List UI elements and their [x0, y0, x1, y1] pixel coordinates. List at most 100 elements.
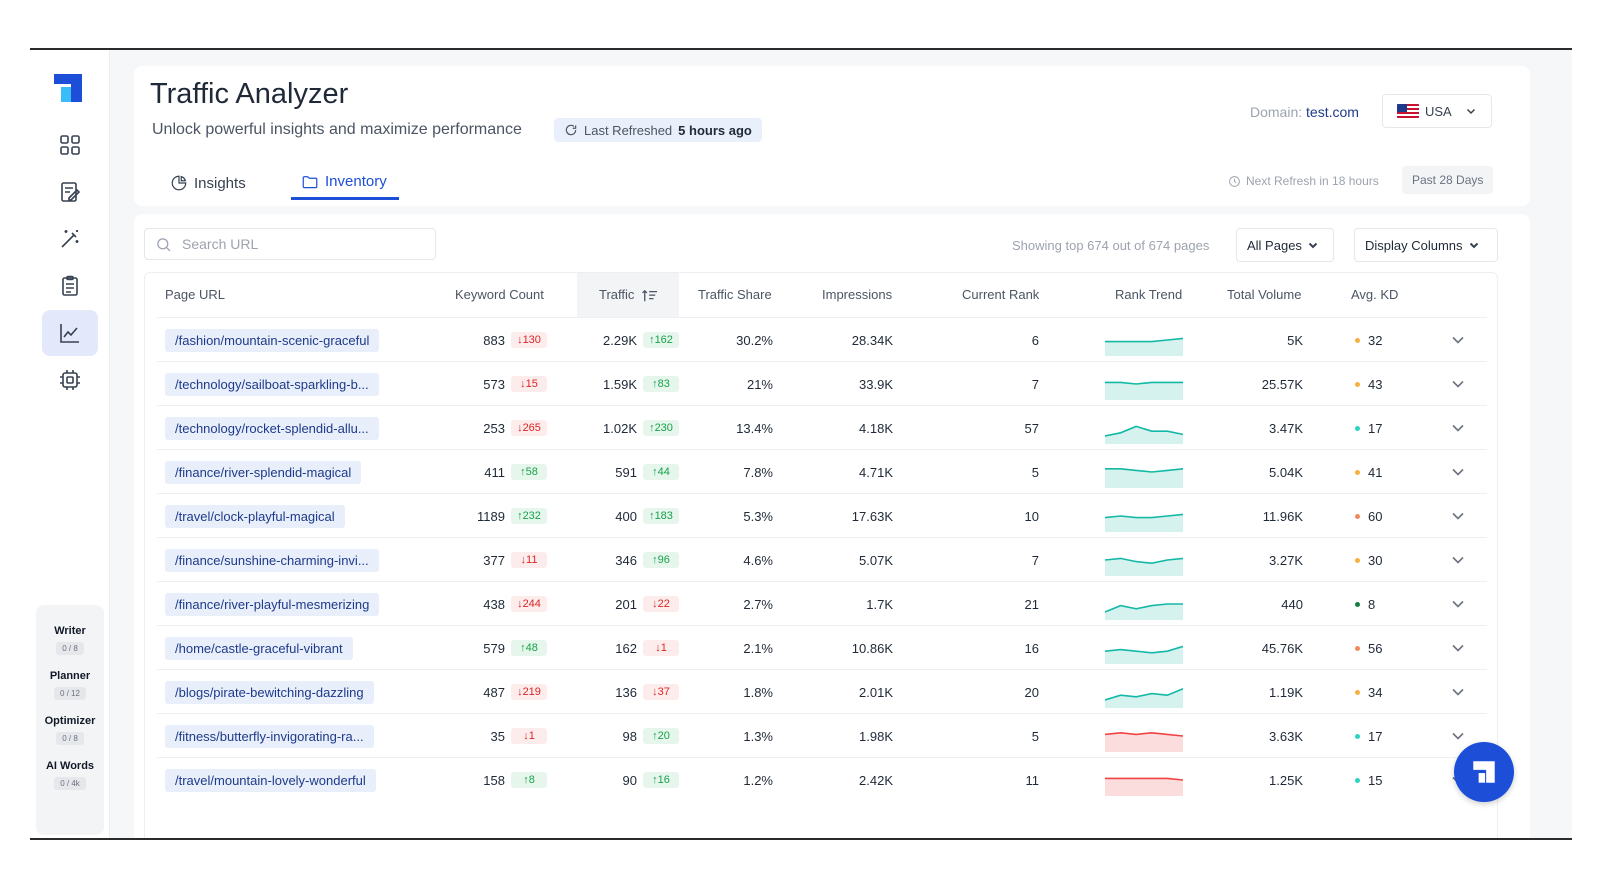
kd-indicator-dot [1355, 469, 1360, 475]
keyword-count-delta: ↑48 [511, 640, 547, 656]
table-row[interactable]: /fashion/mountain-scenic-graceful 883 ↓1… [157, 317, 1487, 361]
last-refreshed-badge: Last Refreshed 5 hours ago [554, 118, 762, 142]
tab-insights[interactable]: Insights [166, 166, 250, 200]
table-row[interactable]: /finance/river-playful-mesmerizing 438 ↓… [157, 581, 1487, 625]
impressions-cell: 10.86K [817, 626, 893, 670]
page-url-link[interactable]: /technology/sailboat-sparkling-b... [165, 372, 379, 396]
col-impressions[interactable]: Impressions [822, 287, 893, 302]
impressions-value: 33.9K [859, 376, 893, 392]
traffic-share-value: 7.8% [743, 464, 773, 480]
table-row[interactable]: /travel/clock-playful-magical 1189 ↑232 … [157, 493, 1487, 537]
rank-trend-sparkline [1105, 381, 1183, 400]
expand-row-button[interactable] [1451, 714, 1465, 758]
impressions-cell: 2.42K [817, 758, 893, 802]
table-row[interactable]: /fitness/butterfly-invigorating-ra... 35… [157, 713, 1487, 757]
kd-indicator-dot [1355, 425, 1360, 431]
total-volume-value: 440 [1281, 596, 1303, 612]
page-url-link[interactable]: /technology/rocket-splendid-allu... [165, 416, 379, 440]
app-logo-icon[interactable] [54, 74, 82, 102]
table-row[interactable]: /finance/sunshine-charming-invi... 377 ↓… [157, 537, 1487, 581]
page-url-link[interactable]: /finance/sunshine-charming-invi... [165, 548, 379, 572]
expand-row-button[interactable] [1451, 626, 1465, 670]
expand-row-button[interactable] [1451, 538, 1465, 582]
credit-ai-words: AI Words 0 / 4k [36, 760, 104, 791]
assistant-button[interactable] [1454, 742, 1514, 802]
period-badge: Past 28 Days [1402, 166, 1494, 194]
domain-label: Domain: [1250, 104, 1303, 120]
avg-kd-value: 60 [1368, 508, 1383, 524]
page-url-link[interactable]: /home/castle-graceful-vibrant [165, 636, 353, 660]
keyword-count-delta: ↓1 [511, 728, 547, 744]
search-input[interactable] [182, 236, 422, 252]
total-volume-value: 11.96K [1262, 508, 1303, 524]
search-box[interactable] [144, 228, 436, 260]
tab-inventory[interactable]: Inventory [291, 166, 399, 200]
col-traffic-share[interactable]: Traffic Share [698, 287, 772, 302]
credit-planner: Planner 0 / 12 [36, 670, 104, 701]
sparkline-area [1105, 558, 1183, 576]
page-url-link[interactable]: /blogs/pirate-bewitching-dazzling [165, 680, 374, 704]
col-keyword-count[interactable]: Keyword Count [455, 287, 544, 302]
keyword-count-delta: ↓11 [511, 552, 547, 568]
avg-kd-cell: 43 [1355, 362, 1382, 406]
table-row[interactable]: /travel/mountain-lovely-wonderful 158 ↑8… [157, 757, 1487, 801]
page-filter-dropdown[interactable]: All Pages [1236, 228, 1334, 262]
traffic-delta: ↑83 [643, 376, 679, 392]
col-current-rank[interactable]: Current Rank [962, 287, 1040, 302]
table-row[interactable]: /blogs/pirate-bewitching-dazzling 487 ↓2… [157, 669, 1487, 713]
expand-row-button[interactable] [1451, 362, 1465, 406]
col-total-volume[interactable]: Total Volume [1227, 287, 1302, 302]
avg-kd-cell: 60 [1355, 494, 1382, 538]
impressions-cell: 2.01K [817, 670, 893, 714]
next-refresh: Next Refresh in 18 hours [1228, 174, 1379, 188]
chevron-down-icon [1452, 336, 1464, 344]
total-volume-cell: 1.19K [1227, 670, 1303, 714]
nav-traffic-analyzer[interactable] [42, 310, 98, 356]
impressions-value: 2.01K [859, 684, 893, 700]
keyword-count-delta: ↓265 [511, 420, 547, 436]
page-url-link[interactable]: /travel/mountain-lovely-wonderful [165, 768, 376, 792]
nav-writer[interactable] [42, 169, 98, 215]
table-row[interactable]: /home/castle-graceful-vibrant 579 ↑48 16… [157, 625, 1487, 669]
keyword-count-value: 253 [483, 420, 505, 436]
chevron-down-icon [1466, 108, 1475, 115]
expand-row-button[interactable] [1451, 494, 1465, 538]
expand-row-button[interactable] [1451, 670, 1465, 714]
nav-ai-tools[interactable] [42, 216, 98, 262]
nav-integrations[interactable] [42, 357, 98, 403]
expand-row-button[interactable] [1451, 450, 1465, 494]
keyword-count-cell: 253 ↓265 [447, 406, 547, 450]
total-volume-cell: 5.04K [1227, 450, 1303, 494]
page-url-link[interactable]: /fashion/mountain-scenic-graceful [165, 328, 380, 352]
table-row[interactable]: /finance/river-splendid-magical 411 ↑58 … [157, 449, 1487, 493]
traffic-share-value: 2.7% [743, 596, 773, 612]
total-volume-cell: 3.47K [1227, 406, 1303, 450]
col-avg-kd[interactable]: Avg. KD [1351, 287, 1399, 302]
display-columns-dropdown[interactable]: Display Columns [1354, 228, 1498, 262]
country-select[interactable]: USA [1382, 94, 1492, 128]
table-row[interactable]: /technology/rocket-splendid-allu... 253 … [157, 405, 1487, 449]
col-page-url[interactable]: Page URL [165, 287, 225, 302]
avg-kd-value: 56 [1368, 640, 1383, 656]
keyword-count-cell: 377 ↓11 [447, 538, 547, 582]
page-url-link[interactable]: /finance/river-playful-mesmerizing [165, 592, 380, 616]
nav-planner[interactable] [42, 263, 98, 309]
page-url-link[interactable]: /travel/clock-playful-magical [165, 504, 345, 528]
rank-trend-cell [1105, 714, 1183, 758]
keyword-count-value: 573 [483, 376, 505, 392]
expand-row-button[interactable] [1451, 406, 1465, 450]
expand-row-button[interactable] [1451, 582, 1465, 626]
traffic-share-cell: 5.3% [717, 494, 773, 538]
sparkline-line [1105, 381, 1183, 385]
clock-icon [1229, 175, 1240, 187]
page-url-link[interactable]: /fitness/butterfly-invigorating-ra... [165, 724, 374, 748]
arrow-up-icon: ↑ [649, 510, 655, 522]
nav-dashboard[interactable] [42, 122, 98, 168]
page-url-link[interactable]: /finance/river-splendid-magical [165, 460, 362, 484]
col-rank-trend[interactable]: Rank Trend [1115, 287, 1183, 302]
traffic-share-value: 4.6% [743, 552, 773, 568]
table-row[interactable]: /technology/sailboat-sparkling-b... 573 … [157, 361, 1487, 405]
col-traffic[interactable]: Traffic [577, 273, 679, 317]
rank-trend-sparkline [1105, 557, 1183, 576]
expand-row-button[interactable] [1451, 318, 1465, 362]
